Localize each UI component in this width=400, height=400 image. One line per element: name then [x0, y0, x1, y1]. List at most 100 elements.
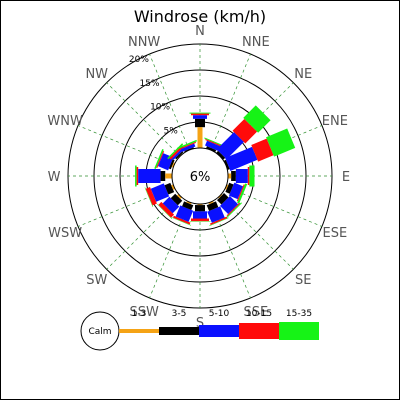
petal-w-bin-1: [165, 173, 172, 179]
petal-wsw-bin-5: [144, 187, 154, 207]
radial-grid: [67, 43, 333, 309]
petal-ese-bin-1: [224, 184, 229, 190]
legend-swatch-2: [159, 327, 199, 335]
legend-label-1: 1-3: [132, 309, 147, 319]
petal-ene-bin-5: [266, 128, 296, 157]
petal-sse-bin-2: [206, 201, 219, 211]
calm-circle: [171, 147, 229, 205]
petal-nw-bin-2: [175, 151, 184, 160]
petal-ne-bin-3: [216, 132, 244, 160]
petal-w-bin-2: [160, 171, 166, 181]
grid-ring-2: [119, 95, 281, 257]
legend-label-3: 5-10: [209, 309, 230, 319]
petal-sw-bin-2: [170, 193, 183, 206]
petal-n-bin-1: [197, 127, 203, 148]
petal-wnw-bin-2: [168, 159, 175, 170]
petal-w-bin-3: [138, 169, 161, 183]
direction-label-nne: NNE: [242, 35, 270, 50]
ring-labels: 5% 10% 15% 20%: [129, 55, 178, 136]
direction-labels: N NNE NE ENE E ESE SE SSE S SSW SW WSW W WNW NW NNW: [47, 24, 350, 331]
legend-label-2: 3-5: [172, 309, 187, 319]
spoke-ese: [225, 186, 323, 227]
petal-nne-bin-3: [205, 140, 220, 151]
petal-wnw-bin-4: [156, 151, 165, 169]
legend-calm-label: Calm: [88, 327, 111, 337]
direction-label-sse: SSE: [244, 305, 269, 320]
spoke-nnw: [149, 53, 190, 151]
petal-ene-bin-2: [223, 159, 230, 170]
petal-wnw-bin-1: [171, 162, 176, 168]
petal-nnw-bin-5: [176, 139, 197, 150]
direction-label-wnw: WNW: [47, 114, 83, 129]
petal-e-bin-1: [228, 173, 232, 179]
spoke-sse: [210, 201, 251, 299]
petal-nw-bin-3: [172, 148, 184, 160]
legend: Calm 1-3 3-5 5-10 10-15 15-35: [80, 309, 319, 351]
petal-sw-bin-5: [156, 203, 173, 220]
petal-se-bin-2: [216, 192, 229, 205]
direction-label-e: E: [342, 170, 350, 185]
chart-title: Windrose (km/h): [134, 7, 266, 26]
spoke-sw: [106, 195, 181, 270]
petal-se-bin-1: [218, 194, 223, 199]
petal-wsw-bin-1: [171, 184, 176, 190]
direction-label-ssw: SSW: [129, 305, 159, 320]
legend-swatch-3: [199, 325, 239, 337]
petal-w-bin-5: [135, 165, 137, 187]
petal-s-bin-2: [195, 205, 205, 212]
petal-ese-bin-4: [236, 184, 245, 202]
petal-sw-bin-3: [162, 196, 180, 214]
petal-ene-bin-3: [225, 146, 258, 171]
petal-wnw-bin-5: [154, 149, 164, 170]
petal-ese-bin-5: [237, 183, 248, 204]
legend-label-5: 15-35: [286, 309, 312, 319]
petal-sw-bin-1: [176, 194, 182, 200]
ring-label-1: 5%: [164, 126, 179, 136]
direction-label-wsw: WSW: [48, 226, 82, 241]
petal-nnw-bin-4: [178, 141, 197, 150]
petal-e-bin-4: [247, 167, 250, 185]
petal-s-bin-4: [191, 218, 209, 222]
petal-nne-bin-4: [205, 139, 223, 147]
petal-n-bin-4: [191, 113, 209, 116]
petal-e-bin-2: [231, 171, 236, 181]
direction-label-n: N: [195, 24, 205, 39]
spoke-wnw: [77, 125, 175, 166]
petal-ne-bin-4: [232, 118, 258, 144]
petal-ssw-bin-3: [175, 205, 194, 222]
ring-label-4: 20%: [129, 55, 149, 65]
legend-swatch-1: [119, 329, 159, 333]
petal-wsw-bin-3: [150, 183, 170, 202]
spoke-ssw: [149, 201, 190, 299]
spoke-nw: [106, 82, 181, 157]
petal-e-bin-5: [249, 165, 255, 187]
spoke-ene: [225, 125, 323, 166]
petal-ne-bin-5: [243, 105, 271, 133]
petal-se-bin-4: [226, 202, 241, 217]
petal-nnw-bin-3: [181, 143, 196, 152]
petal-ssw-bin-4: [173, 215, 191, 225]
petal-se-bin-3: [219, 195, 238, 214]
wind-petals: [135, 105, 296, 227]
spoke-ne: [219, 82, 294, 157]
legend-label-4: 10-15: [246, 309, 272, 319]
petal-s-bin-3: [193, 211, 207, 219]
direction-label-sw: SW: [86, 273, 107, 288]
spoke-wsw: [77, 186, 175, 227]
petal-n-bin-3: [193, 115, 207, 119]
petal-sse-bin-3: [207, 206, 225, 223]
ring-label-3: 15%: [140, 79, 160, 89]
direction-label-nw: NW: [85, 67, 108, 82]
petal-e-bin-3: [235, 169, 248, 183]
petal-wsw-bin-2: [164, 182, 175, 195]
legend-swatch-4: [239, 323, 279, 339]
petal-ese-bin-2: [225, 182, 234, 194]
direction-label-ene: ENE: [322, 114, 348, 129]
direction-label-w: W: [48, 170, 61, 185]
direction-label-ne: NE: [294, 67, 312, 82]
spoke-se: [219, 195, 294, 270]
direction-label-nnw: NNW: [128, 35, 160, 50]
petal-n-bin-2: [195, 118, 205, 128]
petal-se-bin-5: [226, 202, 242, 218]
